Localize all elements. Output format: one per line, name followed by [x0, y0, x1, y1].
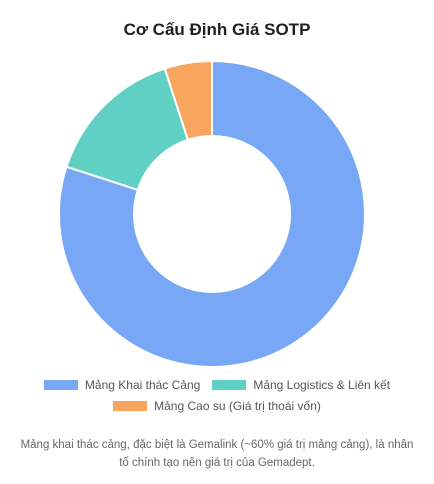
legend-swatch-logistics — [212, 380, 247, 390]
legend-swatch-port — [43, 380, 78, 390]
donut-chart — [58, 59, 366, 368]
legend-item-rubber[interactable]: Mảng Cao su (Giá trị thoái vốn) — [113, 399, 321, 413]
legend-swatch-rubber — [113, 401, 148, 411]
legend-item-port[interactable]: Mảng Khai thác Cảng — [43, 378, 201, 392]
chart-title: Cơ Cấu Định Giá SOTP — [123, 20, 311, 39]
donut-slice-rubber[interactable] — [163, 59, 213, 142]
chart-caption: Mảng khai thác cảng, đặc biệt là Gemalin… — [20, 439, 414, 469]
legend-item-logistics[interactable]: Mảng Logistics & Liên kết — [212, 378, 390, 392]
legend-label-port: Mảng Khai thác Cảng — [84, 378, 201, 392]
legend-row-2: Mảng Cao su (Giá trị thoái vốn) — [0, 399, 434, 413]
legend-label-rubber: Mảng Cao su (Giá trị thoái vốn) — [154, 399, 321, 413]
legend-row-1: Mảng Khai thác Cảng Mảng Logistics & Liê… — [0, 378, 434, 392]
legend-label-logistics: Mảng Logistics & Liên kết — [253, 378, 391, 392]
donut-slice-port[interactable] — [58, 59, 366, 368]
